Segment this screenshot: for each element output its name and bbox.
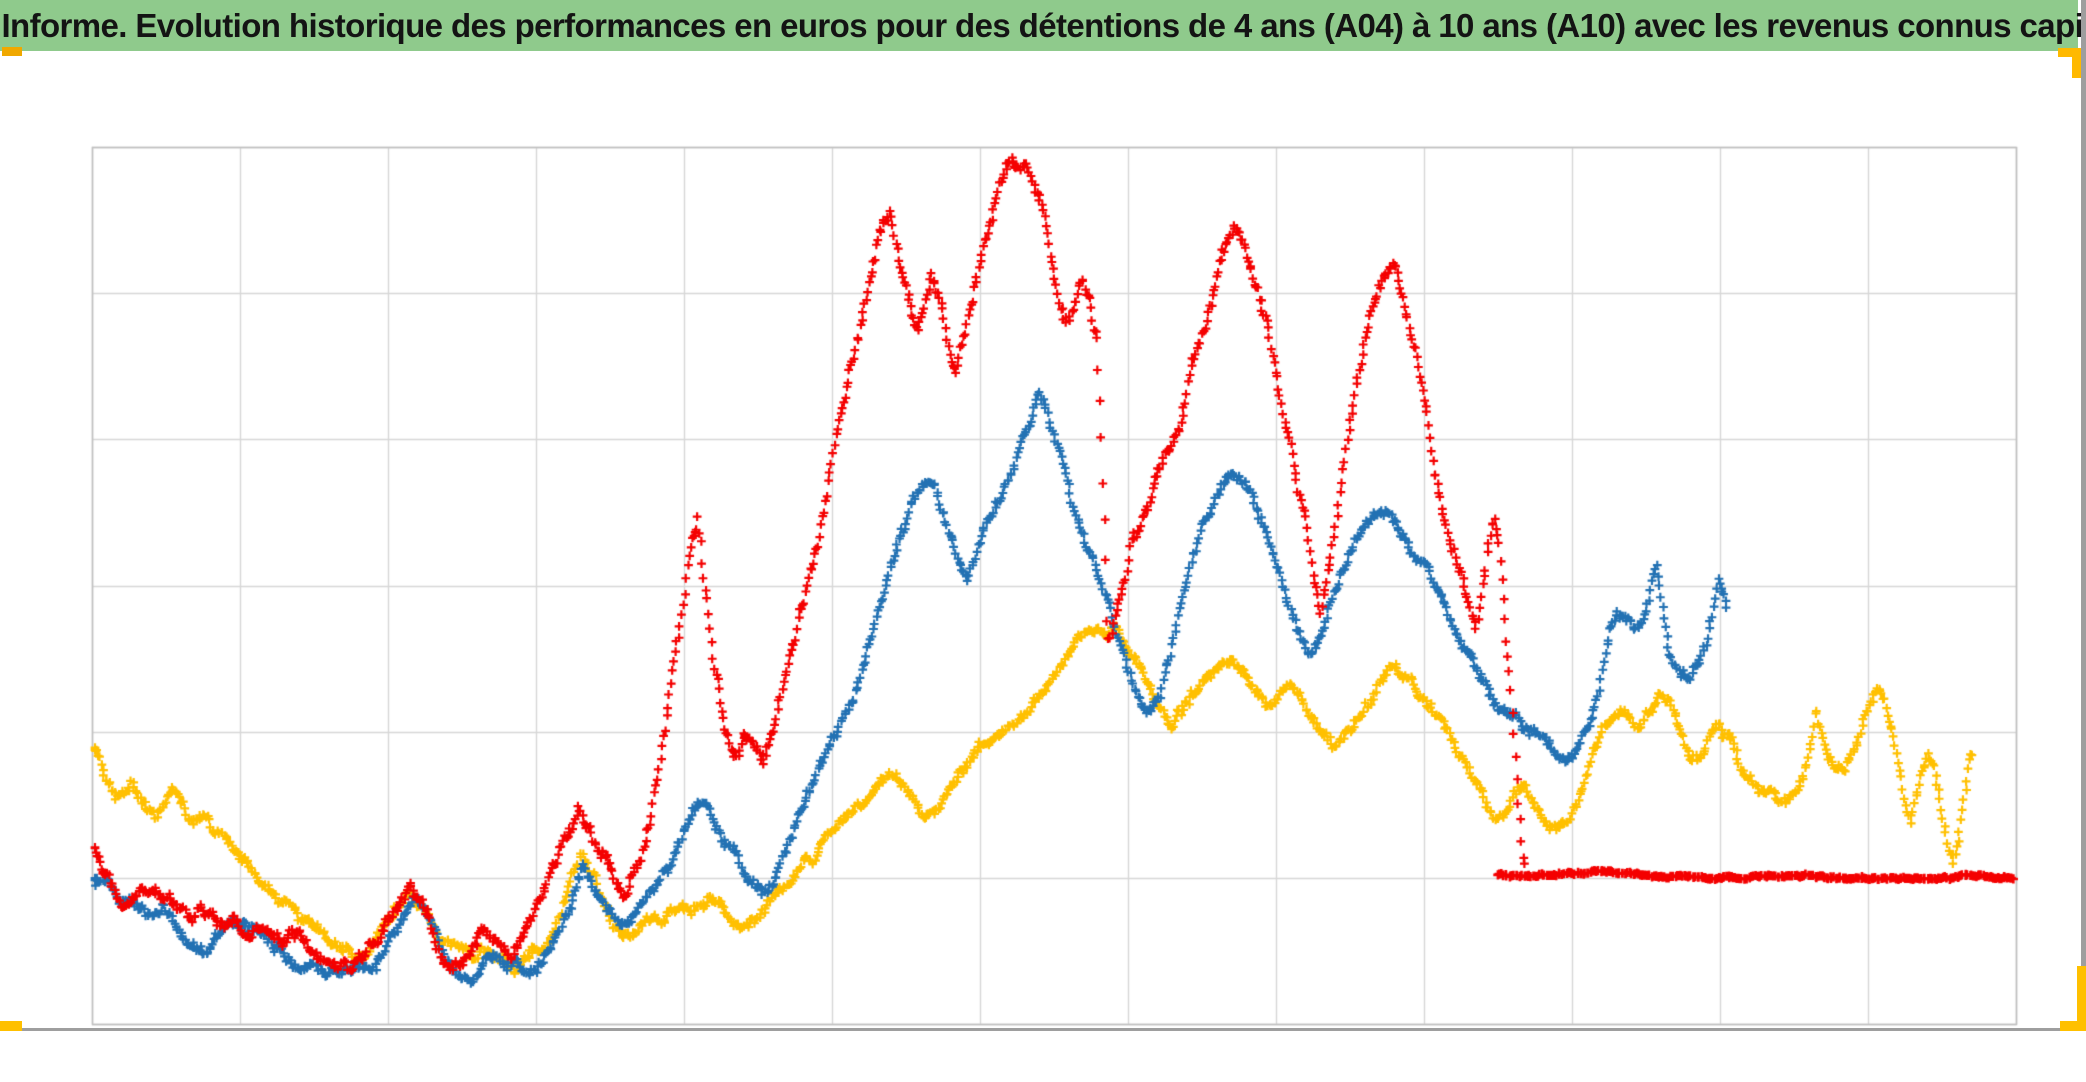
window-bottom-edge [0,1028,2086,1031]
chart-area[interactable] [0,51,2086,1082]
page-title: ADAM Informe. Evolution historique des p… [0,6,2086,44]
performance-scatter-canvas [0,51,2086,1082]
corner-marker-top-left [2,47,22,56]
corner-marker-bottom-left [0,1021,22,1031]
corner-marker-top-right-vertical [2072,48,2081,78]
title-bar: ADAM Informe. Evolution historique des p… [0,0,2086,51]
corner-marker-bottom-right-vertical [2077,966,2086,1031]
corner-marker-top-right-horizontal [2058,48,2081,57]
window-right-edge [2081,0,2086,1031]
corner-marker-bottom-right-horizontal [2060,1021,2086,1031]
